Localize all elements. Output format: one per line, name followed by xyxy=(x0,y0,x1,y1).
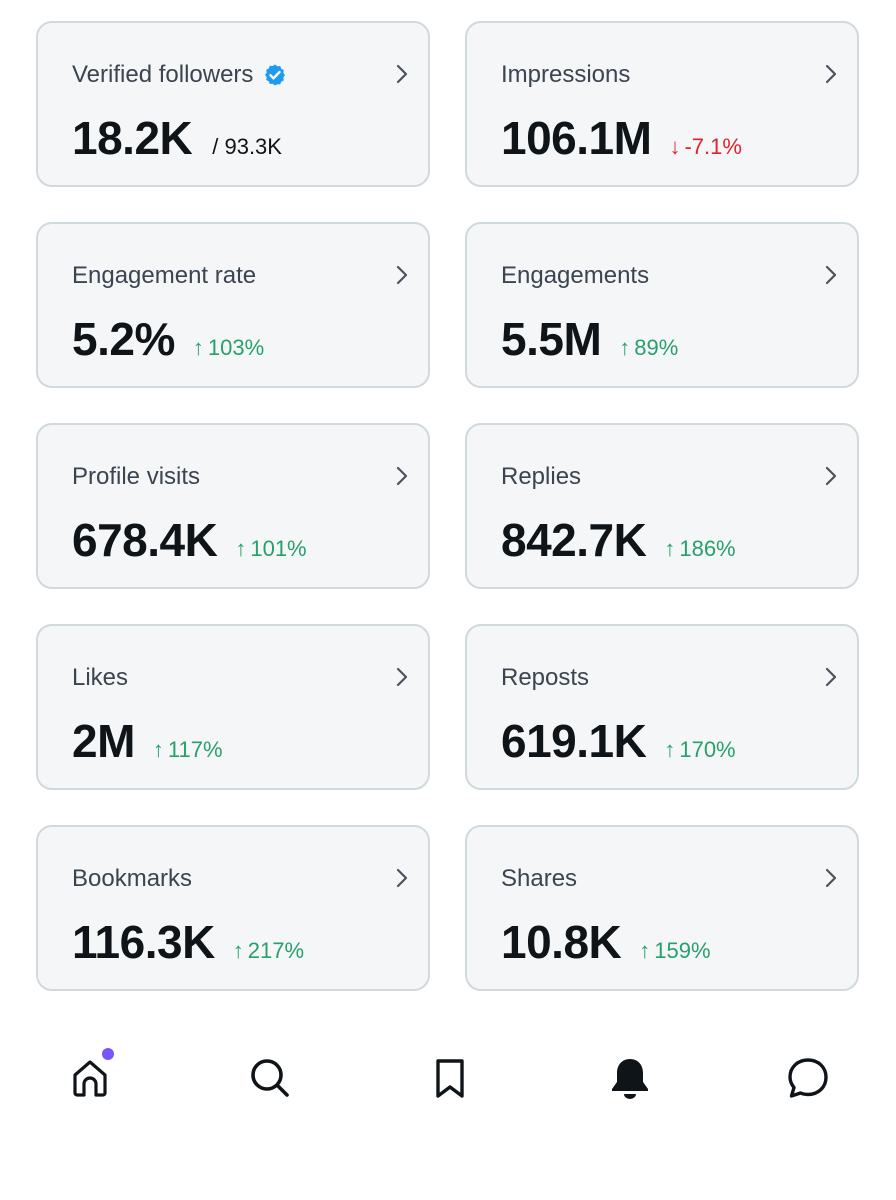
delta-badge: ↑ 103% xyxy=(193,335,264,361)
delta-badge: ↑ 170% xyxy=(664,737,735,763)
chevron-right-icon xyxy=(825,265,837,285)
card-title: Engagement rate xyxy=(72,262,257,289)
chat-bubble-icon xyxy=(788,1058,828,1098)
card-title: Shares xyxy=(501,865,578,892)
tab-notifications[interactable] xyxy=(600,1048,660,1108)
delta-value: 186% xyxy=(679,536,736,561)
metric-row: 842.7K ↑ 186% xyxy=(501,513,736,567)
card-profile-visits[interactable]: Profile visits 678.4K ↑ 101% xyxy=(36,423,430,589)
delta-value: 103% xyxy=(207,335,265,360)
notification-dot xyxy=(102,1048,114,1060)
tab-search[interactable] xyxy=(240,1048,300,1108)
metric-value: 5.2% xyxy=(72,313,175,365)
arrow-up-icon: ↑ xyxy=(664,536,676,561)
card-title: Profile visits xyxy=(72,463,201,490)
metric-row: 5.5M ↑ 89% xyxy=(501,312,678,366)
metric-value: 678.4K xyxy=(72,514,218,566)
arrow-up-icon: ↑ xyxy=(235,536,247,561)
card-engagements[interactable]: Engagements 5.5M ↑ 89% xyxy=(465,222,859,388)
card-bookmarks[interactable]: Bookmarks 116.3K ↑ 217% xyxy=(36,825,430,991)
metric-value: 116.3K xyxy=(72,916,215,968)
delta-value: 170% xyxy=(679,737,736,762)
tab-home[interactable] xyxy=(60,1048,120,1108)
card-title-text: Verified followers xyxy=(72,61,254,88)
bookmark-icon xyxy=(436,1059,464,1098)
verified-badge-icon xyxy=(265,64,286,86)
chevron-right-icon xyxy=(396,265,408,285)
card-title: Likes xyxy=(72,664,129,691)
card-shares[interactable]: Shares 10.8K ↑ 159% xyxy=(465,825,859,991)
chevron-right-icon xyxy=(396,64,408,84)
card-title: Bookmarks xyxy=(72,865,193,892)
delta-value: 101% xyxy=(250,536,307,561)
metric-row: 5.2% ↑ 103% xyxy=(72,312,264,366)
metric-row: 106.1M ↓ -7.1% xyxy=(501,111,742,165)
arrow-down-icon: ↓ xyxy=(669,134,681,159)
card-title: Reposts xyxy=(501,664,590,691)
card-title: Verified followers xyxy=(72,61,287,89)
tab-messages[interactable] xyxy=(778,1048,838,1108)
delta-badge: ↑ 217% xyxy=(233,938,304,964)
card-impressions[interactable]: Impressions 106.1M ↓ -7.1% xyxy=(465,21,859,187)
delta-badge: ↑ 186% xyxy=(664,536,735,562)
metric-value: 2M xyxy=(72,715,135,767)
chevron-right-icon xyxy=(825,667,837,687)
delta-badge: ↑ 89% xyxy=(619,335,678,361)
card-title: Impressions xyxy=(501,61,631,88)
arrow-up-icon: ↑ xyxy=(232,938,244,963)
tab-bookmarks[interactable] xyxy=(420,1048,480,1108)
delta-value: -7.1% xyxy=(684,134,742,159)
delta-value: 89% xyxy=(634,335,679,360)
search-icon xyxy=(251,1059,289,1097)
delta-value: 217% xyxy=(247,938,305,963)
card-replies[interactable]: Replies 842.7K ↑ 186% xyxy=(465,423,859,589)
arrow-up-icon: ↑ xyxy=(639,938,651,963)
metric-row: 678.4K ↑ 101% xyxy=(72,513,307,567)
metric-value: 842.7K xyxy=(501,514,647,566)
metric-total: / 93.3K xyxy=(212,134,282,159)
metric-value: 10.8K xyxy=(501,916,622,968)
card-engagement-rate[interactable]: Engagement rate 5.2% ↑ 103% xyxy=(36,222,430,388)
metric-value: 619.1K xyxy=(501,715,647,767)
arrow-up-icon: ↑ xyxy=(664,737,676,762)
card-reposts[interactable]: Reposts 619.1K ↑ 170% xyxy=(465,624,859,790)
chevron-right-icon xyxy=(396,868,408,888)
card-title: Replies xyxy=(501,463,582,490)
arrow-up-icon: ↑ xyxy=(152,737,164,762)
chevron-right-icon xyxy=(825,868,837,888)
metric-row: 10.8K ↑ 159% xyxy=(501,915,711,969)
delta-badge: ↑ 101% xyxy=(235,536,306,562)
card-title: Engagements xyxy=(501,262,650,289)
metric-row: 2M ↑ 117% xyxy=(72,714,223,768)
delta-value: 117% xyxy=(167,737,223,762)
bell-icon xyxy=(612,1059,648,1099)
bottom-tab-bar xyxy=(0,1030,896,1130)
metric-value: 5.5M xyxy=(501,313,602,365)
delta-badge: ↑ 117% xyxy=(153,737,223,763)
arrow-up-icon: ↑ xyxy=(192,335,204,360)
delta-badge: ↑ 159% xyxy=(639,938,710,964)
home-icon xyxy=(73,1060,107,1097)
card-likes[interactable]: Likes 2M ↑ 117% xyxy=(36,624,430,790)
chevron-right-icon xyxy=(825,466,837,486)
delta-badge: ↓ -7.1% xyxy=(669,134,741,160)
metric-value: 106.1M xyxy=(501,112,652,164)
chevron-right-icon xyxy=(396,466,408,486)
metric-row: 116.3K ↑ 217% xyxy=(72,915,304,969)
delta-value: 159% xyxy=(654,938,711,963)
metric-row: 18.2K / 93.3K xyxy=(72,111,282,165)
chevron-right-icon xyxy=(396,667,408,687)
metric-value: 18.2K xyxy=(72,112,193,164)
chevron-right-icon xyxy=(825,64,837,84)
arrow-up-icon: ↑ xyxy=(619,335,631,360)
metric-row: 619.1K ↑ 170% xyxy=(501,714,736,768)
card-verified-followers[interactable]: Verified followers 18.2K / 93.3K xyxy=(36,21,430,187)
